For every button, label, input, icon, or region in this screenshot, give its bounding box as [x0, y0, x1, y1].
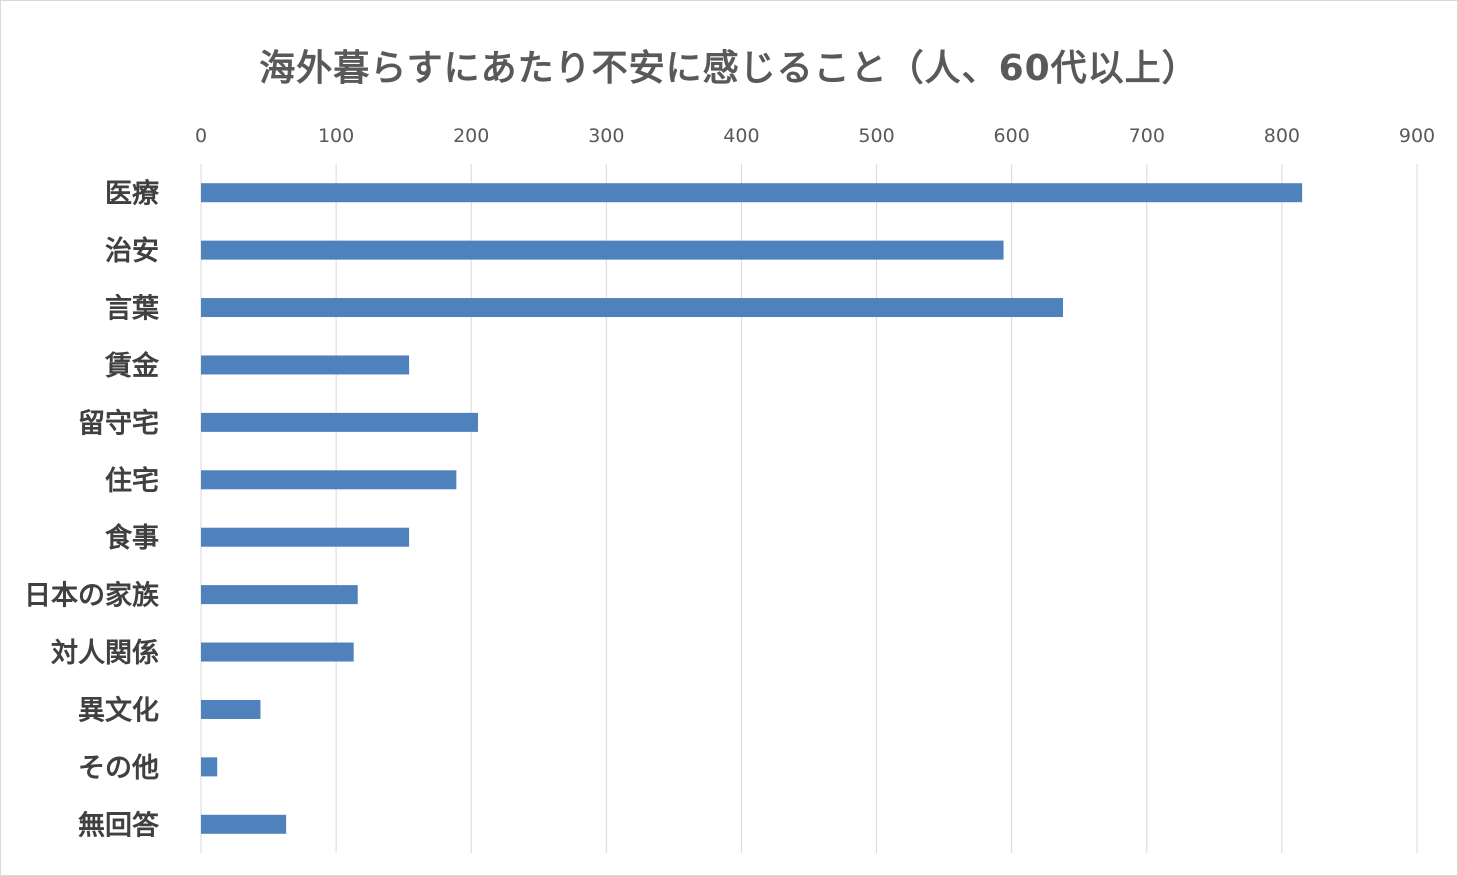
category-label: 賃金	[104, 350, 160, 382]
bar	[201, 412, 478, 432]
category-label: 言葉	[105, 294, 160, 325]
x-tick-label: 800	[1264, 125, 1300, 147]
category-label: その他	[78, 753, 159, 784]
category-label: 住宅	[105, 465, 159, 497]
category-label: 対人関係	[51, 638, 159, 669]
bar	[201, 757, 218, 777]
x-tick-label: 700	[1129, 125, 1165, 147]
category-label: 留守宅	[78, 407, 159, 439]
category-label: 日本の家族	[24, 580, 160, 612]
x-tick-label: 300	[588, 125, 624, 147]
x-tick-label: 200	[453, 125, 489, 147]
x-tick-label: 900	[1399, 125, 1435, 147]
category-label: 異文化	[78, 694, 159, 726]
x-tick-label: 400	[723, 125, 759, 147]
bar	[201, 355, 410, 375]
bar	[201, 585, 358, 605]
x-tick-label: 500	[858, 125, 894, 147]
bar	[201, 240, 1004, 260]
category-label: 治安	[105, 236, 159, 267]
chart-title: 海外暮らすにあたり不安に感じること（人、60代以上）	[259, 48, 1199, 89]
category-label: 食事	[105, 522, 159, 554]
category-label: 医療	[105, 179, 160, 210]
bar	[201, 298, 1064, 318]
bar	[201, 642, 354, 662]
bar	[201, 527, 410, 547]
x-tick-label: 100	[318, 125, 354, 147]
bar	[201, 699, 261, 719]
bar	[201, 814, 287, 834]
x-tick-label: 600	[994, 125, 1030, 147]
x-tick-label: 0	[195, 125, 207, 147]
category-label: 無回答	[78, 809, 160, 841]
bar	[201, 183, 1303, 203]
bar	[201, 470, 457, 490]
